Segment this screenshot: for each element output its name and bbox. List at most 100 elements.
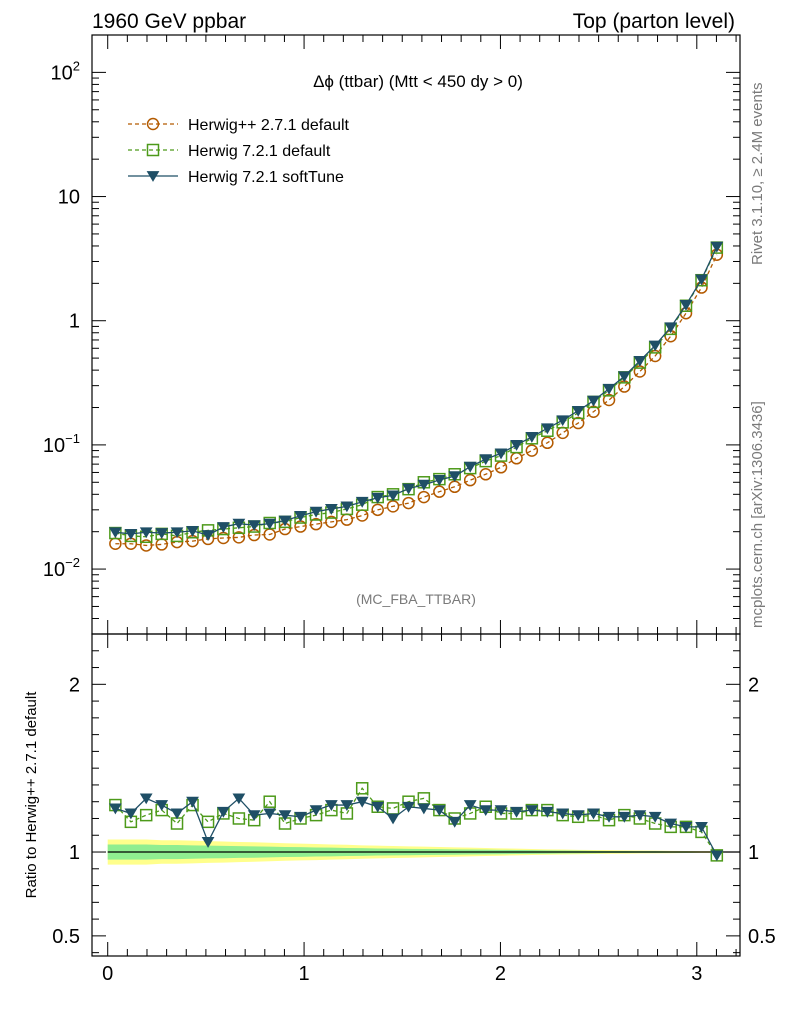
data-point-marker [448, 816, 462, 828]
data-point-marker [278, 515, 292, 527]
data-point-marker [232, 812, 246, 825]
data-point-marker [309, 506, 323, 518]
data-point-marker [587, 808, 600, 820]
data-point-marker [232, 531, 246, 544]
data-point-marker [617, 371, 631, 383]
data-point-marker [417, 803, 431, 815]
data-point-marker [510, 439, 523, 451]
x-tick-label: 1 [299, 963, 310, 985]
analysis-tag: (MC_FBA_TTBAR) [356, 591, 476, 607]
data-point-marker [170, 527, 184, 539]
data-point-marker [602, 383, 616, 395]
data-point-marker [463, 473, 477, 487]
data-point-marker [186, 525, 199, 537]
data-point-marker [587, 395, 600, 407]
data-point-marker [294, 511, 307, 522]
main-y-axis: 10−2 10−1 1 10 102 [43, 34, 740, 635]
data-point-marker [710, 241, 724, 253]
ratio-series-group [107, 782, 740, 862]
panel-title: Δϕ (ttbar) (Mtt < 450 dy > 0) [313, 72, 523, 91]
series-line [115, 254, 718, 547]
data-point-marker [525, 431, 539, 443]
data-point-marker [571, 416, 585, 430]
data-point-marker [648, 811, 662, 823]
data-point-marker [402, 483, 415, 495]
data-point-marker [355, 496, 369, 508]
data-point-marker [355, 782, 369, 795]
data-point-marker [479, 805, 493, 817]
data-point-marker [139, 793, 153, 805]
data-point-marker [386, 813, 400, 825]
ratio-y-tick-label: 0.5 [52, 926, 80, 948]
data-point-marker [232, 518, 246, 530]
data-point-marker [309, 517, 323, 531]
series-1 [109, 241, 724, 544]
data-point-marker [263, 518, 277, 530]
data-point-marker [201, 837, 215, 848]
data-point-marker [710, 850, 724, 862]
legend: Herwig++ 2.7.1 default Herwig 7.2.1 defau… [128, 117, 350, 186]
data-point-marker [556, 808, 570, 820]
data-point-marker [155, 800, 169, 811]
data-point-marker [146, 171, 160, 182]
ratio-line [115, 797, 718, 856]
data-point-marker [417, 479, 431, 491]
data-point-marker [139, 539, 153, 552]
data-point-marker [664, 818, 678, 830]
data-point-marker [232, 793, 246, 805]
data-point-marker [247, 520, 261, 532]
series-2 [108, 241, 724, 541]
data-point-marker [648, 340, 662, 352]
data-point-marker [433, 485, 446, 498]
ratio-y-tick-label-right: 2 [748, 674, 759, 696]
ratio-line [114, 787, 718, 856]
y-tick-label: 10−1 [43, 431, 80, 457]
legend-label: Herwig++ 2.7.1 default [188, 117, 350, 134]
ratio-series-2 [108, 793, 724, 862]
data-point-marker [371, 492, 385, 504]
data-point-marker [386, 490, 400, 502]
data-point-marker [216, 806, 230, 818]
data-point-marker [186, 796, 199, 808]
y-tick-label: 10−2 [43, 555, 80, 581]
data-point-marker [139, 527, 153, 539]
ratio-y-tick-label-right: 1 [748, 842, 759, 864]
data-point-marker [525, 444, 539, 457]
series-0 [109, 248, 724, 552]
data-point-marker [479, 468, 492, 481]
data-point-marker [432, 475, 446, 486]
data-point-marker [525, 805, 539, 817]
data-point-marker [494, 461, 508, 474]
ratio-series-1 [109, 782, 724, 862]
data-point-marker [402, 496, 415, 510]
data-point-marker [139, 808, 153, 822]
data-point-marker [602, 811, 616, 823]
data-point-marker [448, 471, 462, 483]
data-point-marker [146, 143, 160, 157]
data-point-marker [617, 811, 631, 823]
series-line [115, 246, 718, 536]
data-point-marker [540, 423, 554, 435]
data-point-marker [463, 461, 477, 473]
process-label: Top (parton level) [573, 10, 735, 33]
data-point-marker [201, 530, 215, 541]
data-point-marker [355, 796, 369, 808]
data-point-marker [294, 811, 307, 823]
data-point-marker [695, 821, 708, 833]
legend-label: Herwig 7.2.1 default [188, 143, 331, 160]
data-point-marker [155, 528, 169, 539]
data-point-marker [108, 803, 122, 815]
data-point-marker [633, 810, 647, 822]
data-point-marker [695, 274, 708, 286]
data-point-marker [324, 504, 338, 515]
data-point-marker [432, 805, 446, 817]
ratio-y-tick-label: 2 [69, 674, 80, 696]
data-point-marker [108, 527, 122, 539]
data-point-marker [201, 815, 215, 829]
data-point-marker [463, 800, 477, 811]
data-point-marker [371, 503, 384, 517]
data-point-marker [170, 808, 184, 820]
main-panel: 10−2 10−1 1 10 102 Δϕ (ttbar) (Mtt < 450 dy … [43, 34, 741, 635]
data-point-marker [494, 448, 508, 460]
